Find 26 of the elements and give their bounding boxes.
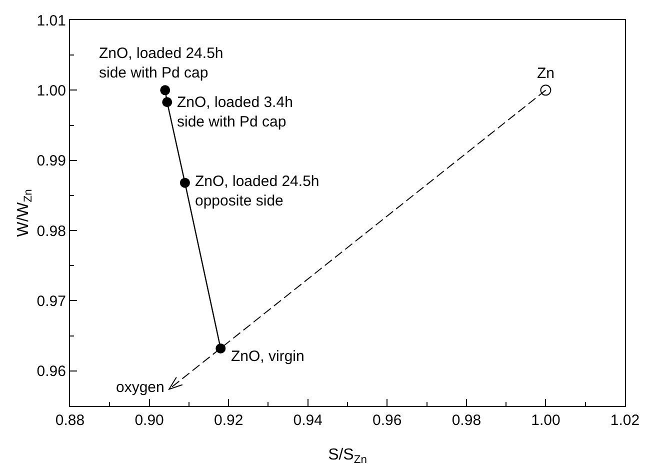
x-axis-title: S/S$_{Zn}$ [328, 446, 367, 466]
x-tick-label: 1.02 [610, 412, 640, 429]
x-tick-label: 0.96 [372, 412, 402, 429]
point [540, 84, 552, 96]
annotation: ZnO, virgin [231, 348, 304, 365]
x-tick-label: 1.00 [531, 412, 560, 429]
x-tick-label: 0.90 [134, 412, 164, 429]
annotation: ZnO, loaded 24.5h side with Pd cap [99, 45, 224, 82]
y-tick-label: 0.98 [36, 222, 66, 240]
annotation: ZnO, loaded 3.4h side with Pd cap [177, 94, 293, 130]
annotation: oxygen [116, 379, 164, 396]
y-tick-label: 1.00 [36, 82, 66, 100]
y-tick-label: 0.96 [36, 363, 66, 380]
annotation: Zn [537, 65, 555, 82]
x-tick-label: 0.98 [452, 412, 482, 429]
annotation: ZnO, loaded 24.5h opposite side [195, 173, 320, 210]
y-tick-label: 1.01 [36, 12, 66, 30]
point [180, 178, 190, 188]
y-tick-label: 0.99 [36, 152, 66, 170]
y-tick-label: 0.97 [36, 292, 66, 310]
point [160, 85, 170, 96]
point [162, 97, 172, 108]
x-tick-label: 0.94 [293, 412, 322, 429]
x-tick-label: 0.92 [214, 412, 244, 429]
x-tick-label: 0.88 [55, 412, 85, 429]
point [216, 343, 226, 354]
